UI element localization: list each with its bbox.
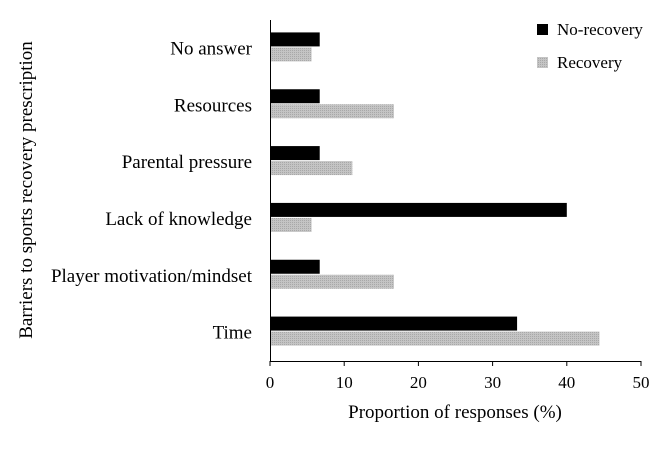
bar-no-recovery-5 [271,316,518,331]
x-tick-label: 50 [633,373,650,392]
bar-no-recovery-1 [271,89,320,104]
x-tick-label: 40 [558,373,575,392]
legend: No-recovery Recovery [537,20,643,72]
category-label: Time [213,323,252,344]
category-label: Parental pressure [122,152,252,173]
bar-recovery-5 [271,331,600,346]
category-label: Lack of knowledge [105,209,252,230]
bar-no-recovery-4 [271,259,320,274]
bar-no-recovery-3 [271,202,567,217]
legend-swatch-recovery [537,57,548,68]
legend-label-no-recovery: No-recovery [557,20,643,39]
category-label: Player motivation/mindset [51,266,253,287]
bars-layer [271,32,600,346]
bar-recovery-4 [271,274,394,289]
bar-recovery-0 [271,47,312,62]
bar-no-recovery-0 [271,32,320,47]
x-tick-label: 30 [484,373,501,392]
category-labels: No answer Resources Parental pressure Lack … [51,38,253,343]
x-tick-label: 10 [336,373,353,392]
x-ticks: 0 10 20 30 40 50 [266,361,650,392]
x-tick-label: 0 [266,373,275,392]
bar-recovery-3 [271,217,312,232]
bar-no-recovery-2 [271,146,320,161]
legend-swatch-no-recovery [537,24,548,35]
category-label: Resources [174,95,252,116]
axes [270,20,641,362]
legend-label-recovery: Recovery [557,53,623,72]
bar-recovery-1 [271,104,394,119]
y-axis-title: Barriers to sports recovery prescription [16,41,37,339]
bar-recovery-2 [271,161,353,176]
x-tick-label: 20 [410,373,427,392]
x-axis-title: Proportion of responses (%) [348,402,562,423]
category-label: No answer [170,38,252,59]
